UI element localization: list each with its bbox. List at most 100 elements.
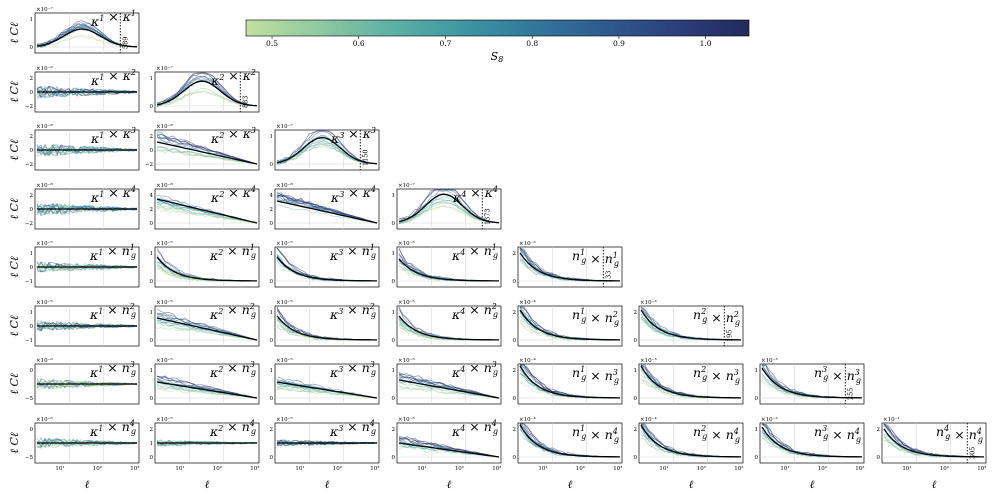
y-tick-label: 1 [270,134,274,140]
panel-7-3: ×10⁻⁵ 0 2 κ4 × n4 g 10¹ 10² 10³ [392,416,502,472]
scale-factor: ×10⁻⁸ [36,65,54,72]
scale-factor: ×10⁻⁷ [276,123,294,130]
y-axis-label: ℓ Cℓ [8,22,21,43]
scale-cut-label: 255 [846,388,854,400]
scale-factor: ×10⁻⁵ [398,299,415,306]
panel-title: κ4 × n1 g [451,243,498,263]
y-tick-label: 2 [392,427,396,433]
mean-line [36,28,138,48]
panel-7-6: ×10⁻² 0 1 n3 g × n4 g 10¹ 10² 10³ [755,416,865,472]
x-tick-label: 10² [213,465,222,472]
y-tick-label: −2 [145,162,153,168]
y-axis-label: ℓ Cℓ [8,432,21,453]
y-tick-label: −1 [25,279,33,285]
y-tick-label: 1 [634,368,638,374]
y-tick-label: 0 [150,221,154,227]
x-tick-label: 10¹ [295,465,304,472]
mean-line [276,256,377,282]
y-tick-label: 2 [513,251,517,257]
mean-line [156,317,258,341]
x-axis-label: ℓ [689,478,694,491]
scale-factor: ×10⁻⁴ [640,416,658,423]
panel-title: κ3 × κ3 [330,126,376,146]
panel-title: κ3 × n2 g [329,302,376,322]
scale-factor: ×10⁻⁶ [36,357,54,364]
realization-line [156,72,258,107]
scale-factor: ×10⁻⁵ [156,357,173,364]
panel-frame [396,363,502,405]
scale-cut-label: 1373 [483,208,491,225]
x-tick-label: 10² [333,465,342,472]
y-tick-label: 2 [30,134,34,140]
y-tick-label: 2 [513,368,517,374]
panel-frame [274,129,380,171]
scale-factor: ×10⁻⁵ [398,240,415,247]
panel-title: κ3 × n3 g [329,360,376,380]
y-tick-label: 0 [270,396,274,402]
y-axis-label: ℓ Cℓ [8,315,21,336]
y-tick-label: 0 [30,207,34,213]
colorbar-tick-label: 0.8 [526,39,538,48]
scale-factor: ×10⁻⁷ [36,6,54,13]
scale-factor: ×10⁻⁸ [156,123,174,130]
panel-title: κ1 × κ3 [90,126,136,146]
y-tick-label: 2 [270,207,274,213]
x-tick-label: 10² [818,465,827,472]
panel-6-5: ×10⁻³ 0 1 n2 g × n3 g [634,357,744,405]
panel-4-4: ×10⁻³ 0 2 133 n1 g × n1 g [513,240,623,288]
y-tick-label: 1 [150,76,154,82]
x-tick-label: 10³ [734,465,743,472]
panel-grid: ×10⁻⁷ 0 1 589 κ1 × κ1 ×10⁻⁸ −2 0 2 κ1 × κ2 ×10⁻⁷ 0 1… [25,6,987,472]
y-tick-label: 1 [392,310,396,316]
scale-cut-label: 305 [968,447,976,459]
scale-factor: ×10⁻⁵ [398,357,415,364]
y-tick-label: 1 [270,310,274,316]
scale-factor: ×10⁻⁴ [519,299,537,306]
panel-5-4: ×10⁻⁴ 0 2 n1 g × n2 g [513,299,623,347]
realization-line [398,206,500,224]
x-tick-label: 10¹ [780,465,789,472]
y-tick-label: 2 [634,310,638,316]
y-tick-label: 1 [150,310,154,316]
y-tick-label: 0 [392,279,396,285]
y-axis-label: ℓ Cℓ [8,198,21,219]
panel-title: κ2 × n1 g [209,243,256,263]
y-tick-label: 2 [877,427,881,433]
panel-5-2: ×10⁻⁵ 0 1 κ3 × n2 g [270,299,380,347]
y-tick-label: 2 [150,134,154,140]
panel-title: κ1 × κ2 [90,68,136,88]
colorbar-label: S8 [491,50,504,64]
panel-6-2: ×10⁻⁵ 0 1 κ3 × n3 g [270,357,380,405]
y-axis-label: ℓ Cℓ [8,81,21,102]
y-tick-label: 1 [30,17,34,23]
realization-line [36,205,138,215]
scale-cut-label: 133 [604,271,612,283]
panel-title: n1 g × n3 g [572,365,619,385]
panel-title: κ1 × n1 g [89,243,136,263]
x-tick-label: 10³ [613,465,622,472]
y-tick-label: 0 [150,338,154,344]
x-tick-label: 10³ [130,465,139,472]
y-tick-label: 0 [877,455,881,461]
panel-title: κ2 × κ2 [210,68,256,88]
panel-title: κ3 × κ4 [330,185,376,205]
panel-title: κ1 × κ4 [90,185,136,205]
y-tick-label: 1 [755,427,759,433]
panel-2-1: ×10⁻⁸ −2 0 2 κ2 × κ3 [145,123,260,171]
panel-title: κ2 × κ3 [210,126,256,146]
x-axis-label: ℓ [85,478,90,491]
scale-factor: ×10⁻⁸ [36,123,54,130]
scale-factor: ×10⁻³ [640,299,657,306]
y-tick-label: 0 [634,338,638,344]
panel-3-2: ×10⁻⁸ 0 2 4 κ3 × κ4 [270,182,380,230]
x-axis-label: ℓ [447,478,452,491]
y-tick-label: 1 [30,310,34,316]
panel-7-7: ×10⁻¹ 0 2 305 n4 g × n4 g 10¹ 10² 10³ [877,416,987,472]
panel-title: κ4 × n2 g [451,302,498,322]
scale-factor: ×10⁻⁴ [519,357,537,364]
y-tick-label: 2 [270,427,274,433]
x-tick-label: 10¹ [417,465,426,472]
scale-cut-label: 1150 [361,149,369,166]
mean-line [156,141,258,165]
x-tick-label: 10¹ [659,465,668,472]
